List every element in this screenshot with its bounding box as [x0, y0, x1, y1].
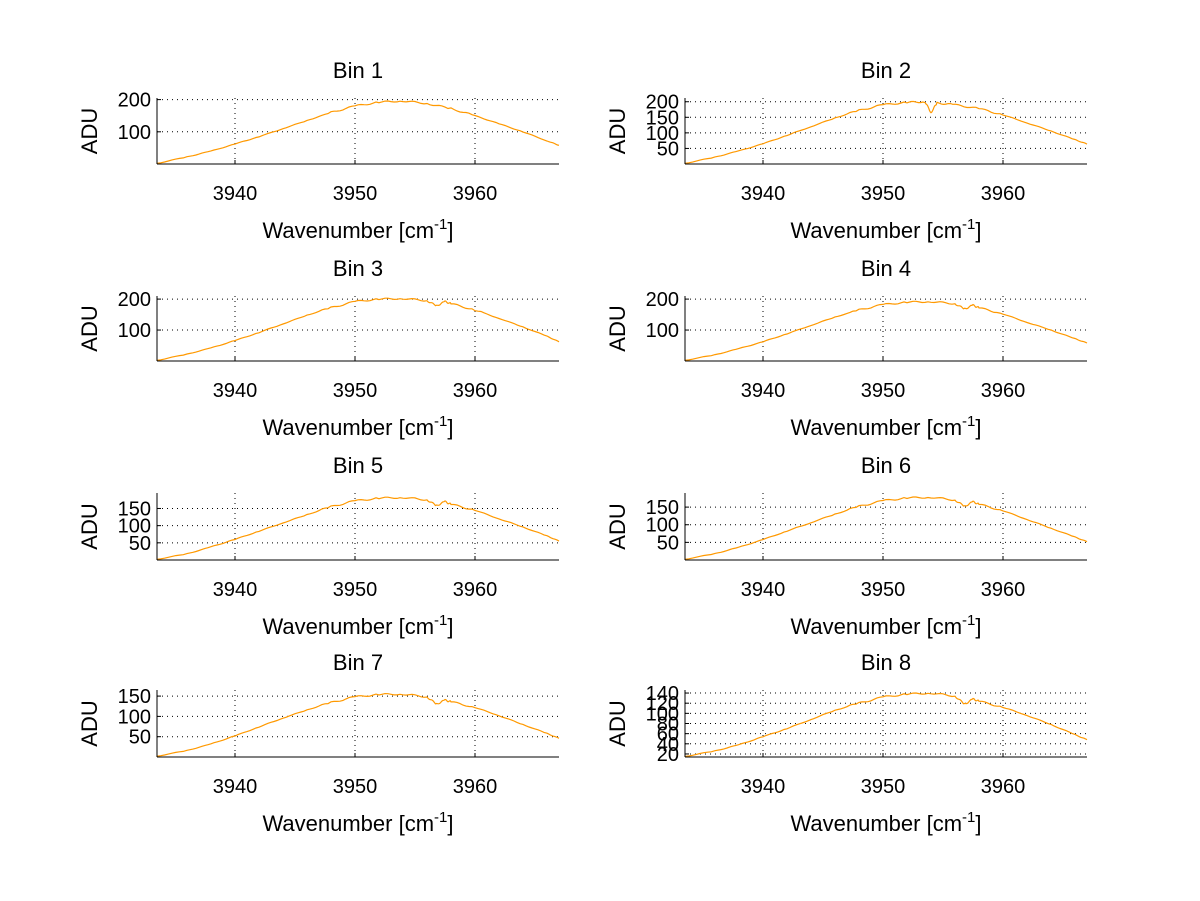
y-tick-label: 200 — [646, 92, 679, 114]
x-tick-label: 3960 — [453, 183, 498, 205]
y-tick-label: 50 — [657, 532, 679, 554]
x-tick-label: 3950 — [333, 183, 378, 205]
y-tick-label: 140 — [646, 683, 679, 705]
subplot-title: Bin 7 — [333, 650, 383, 675]
y-tick-label: 100 — [118, 706, 151, 728]
x-tick-label: 3960 — [981, 183, 1026, 205]
y-tick-label: 200 — [646, 289, 679, 311]
x-tick-label: 3940 — [213, 183, 258, 205]
subplot-bin-4: Bin 4 3940 3950 3960 100 200 Wavenumber [cm-1]… — [605, 256, 1088, 440]
y-axis-label: ADU — [605, 108, 630, 154]
y-axis-label: ADU — [605, 503, 630, 549]
x-axis-label: Wavenumber [cm-1] — [790, 216, 981, 243]
y-axis-label: ADU — [605, 305, 630, 351]
subplot-bin-3: Bin 3 3940 3950 3960 100 200 Wavenumber [cm-1]… — [77, 256, 560, 440]
y-tick-label: 150 — [646, 107, 679, 129]
subplot-title: Bin 3 — [333, 256, 383, 281]
x-tick-label: 3960 — [981, 380, 1026, 402]
spectrum-line — [684, 300, 1088, 361]
subplot-title: Bin 2 — [861, 58, 911, 83]
y-tick-label: 100 — [118, 320, 151, 342]
x-tick-label: 3950 — [861, 776, 906, 798]
x-axis-label: Wavenumber [cm-1] — [790, 809, 981, 836]
spectrum-line — [156, 100, 560, 164]
y-tick-label: 100 — [118, 122, 151, 144]
x-tick-label: 3940 — [213, 380, 258, 402]
x-tick-label: 3950 — [861, 579, 906, 601]
y-tick-label: 50 — [129, 727, 151, 749]
x-tick-label: 3940 — [741, 579, 786, 601]
y-tick-label: 100 — [118, 516, 151, 538]
x-axis-label: Wavenumber [cm-1] — [262, 809, 453, 836]
spectrum-line — [684, 496, 1088, 560]
subplot-bin-1: Bin 1 3940 3950 3960 100 200 Wavenumber [cm-1]… — [77, 58, 560, 243]
spectrum-line — [156, 496, 560, 560]
y-tick-label: 200 — [118, 90, 151, 112]
y-tick-label: 80 — [657, 714, 679, 736]
subplot-title: Bin 1 — [333, 58, 383, 83]
y-tick-label: 150 — [118, 686, 151, 708]
y-tick-label: 150 — [118, 498, 151, 520]
x-tick-label: 3960 — [453, 579, 498, 601]
y-tick-label: 50 — [657, 138, 679, 160]
x-tick-label: 3950 — [333, 380, 378, 402]
y-axis-label: ADU — [77, 700, 102, 746]
spectrum-line — [684, 692, 1088, 758]
x-tick-label: 3940 — [213, 579, 258, 601]
x-tick-label: 3940 — [741, 183, 786, 205]
subplot-title: Bin 8 — [861, 650, 911, 675]
y-tick-label: 150 — [646, 497, 679, 519]
x-tick-label: 3960 — [981, 579, 1026, 601]
x-tick-label: 3940 — [741, 776, 786, 798]
y-axis-label: ADU — [77, 305, 102, 351]
x-tick-label: 3960 — [453, 380, 498, 402]
x-axis-label: Wavenumber [cm-1] — [262, 612, 453, 639]
subplot-title: Bin 4 — [861, 256, 911, 281]
y-tick-label: 100 — [646, 515, 679, 537]
y-tick-label: 100 — [646, 123, 679, 145]
y-tick-label: 60 — [657, 724, 679, 746]
y-tick-label: 40 — [657, 734, 679, 756]
y-tick-label: 100 — [646, 320, 679, 342]
y-axis-label: ADU — [77, 108, 102, 154]
y-axis-label: ADU — [605, 700, 630, 746]
x-tick-label: 3950 — [861, 380, 906, 402]
x-tick-label: 3940 — [213, 776, 258, 798]
spectrum-line — [156, 297, 560, 361]
x-tick-label: 3940 — [741, 380, 786, 402]
x-axis-label: Wavenumber [cm-1] — [790, 612, 981, 639]
x-tick-label: 3960 — [453, 776, 498, 798]
y-tick-label: 100 — [646, 703, 679, 725]
x-axis-label: Wavenumber [cm-1] — [262, 216, 453, 243]
subplot-title: Bin 5 — [333, 453, 383, 478]
spectrum-line — [684, 100, 1088, 164]
x-tick-label: 3950 — [333, 776, 378, 798]
y-axis-label: ADU — [77, 503, 102, 549]
y-tick-label: 200 — [118, 289, 151, 311]
x-tick-label: 3960 — [981, 776, 1026, 798]
y-tick-label: 120 — [646, 693, 679, 715]
y-tick-label: 50 — [129, 533, 151, 555]
x-tick-label: 3950 — [333, 579, 378, 601]
x-tick-label: 3950 — [861, 183, 906, 205]
y-tick-label: 20 — [657, 744, 679, 766]
spectrum-line — [156, 692, 560, 757]
x-axis-label: Wavenumber [cm-1] — [262, 413, 453, 440]
x-axis-label: Wavenumber [cm-1] — [790, 413, 981, 440]
subplot-title: Bin 6 — [861, 453, 911, 478]
